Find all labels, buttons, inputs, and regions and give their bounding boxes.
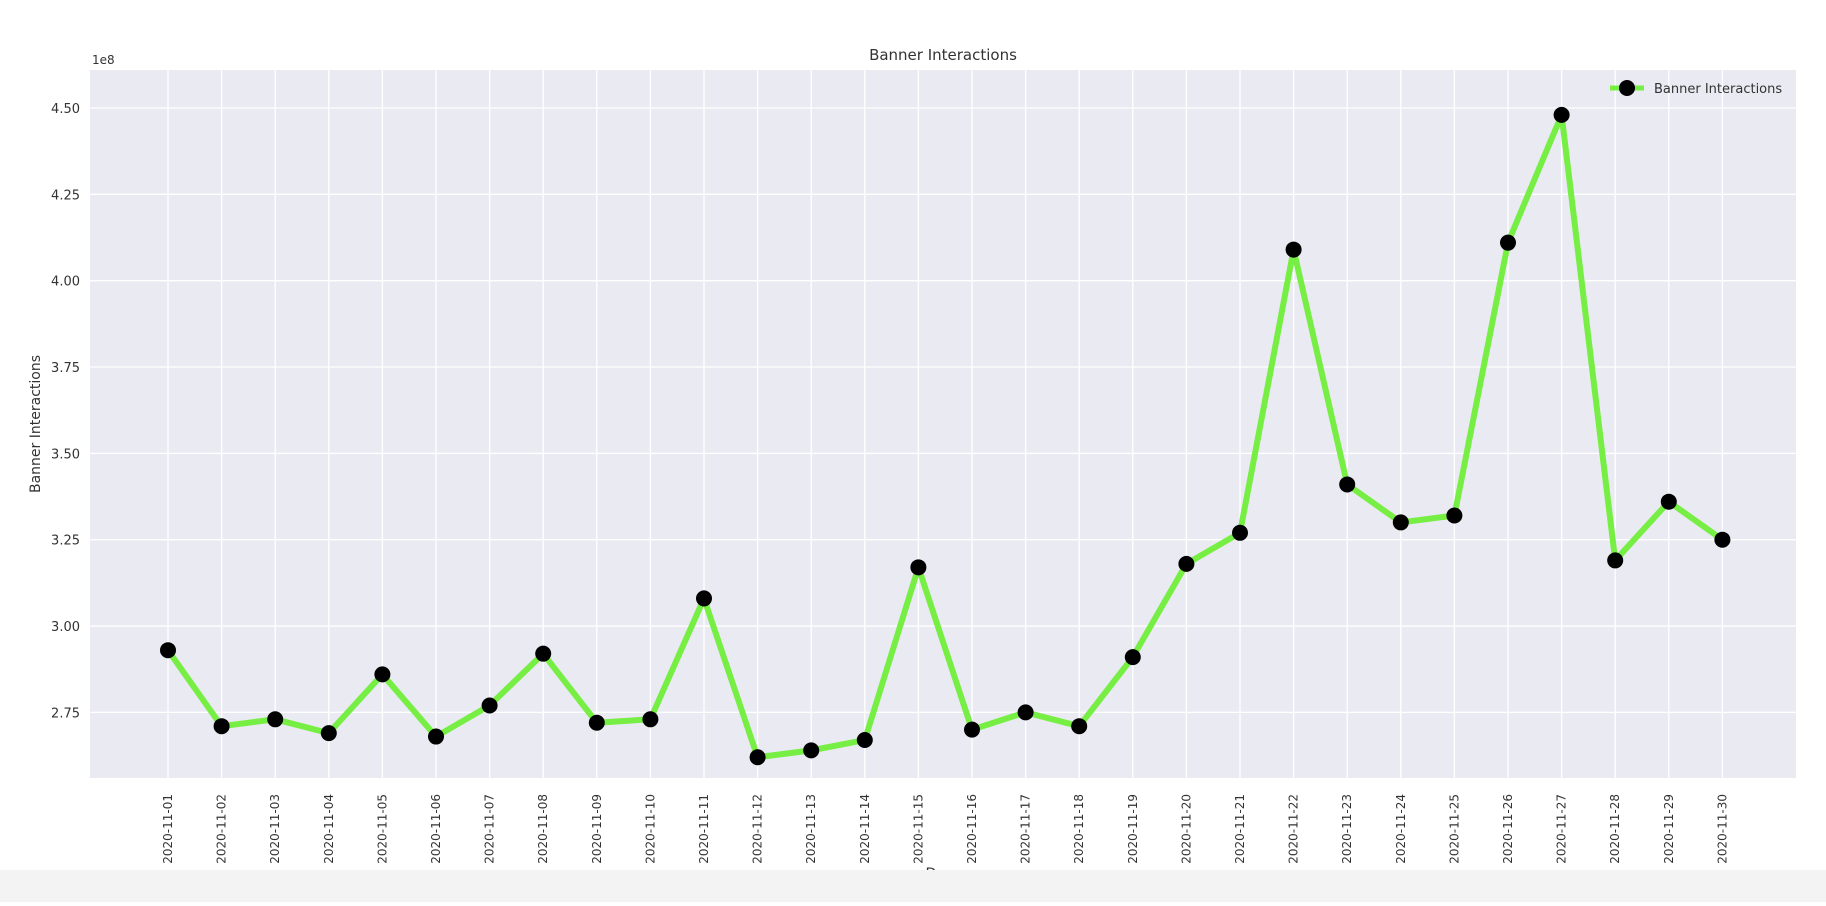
data-point [749, 749, 766, 766]
x-tick-label: 2020-11-09 [590, 794, 604, 864]
x-tick-label: 2020-11-25 [1447, 794, 1461, 864]
x-tick-label: 2020-11-28 [1608, 794, 1622, 864]
x-tick-labels: 2020-11-01 2020-11-02 2020-11-03 2020-11-04… [161, 794, 1729, 864]
x-tick-label: 2020-11-14 [858, 794, 872, 864]
legend-marker-swatch [1619, 80, 1635, 96]
data-point [320, 725, 337, 742]
y-tick-labels: 2.75 3.00 3.25 3.50 3.75 4.00 4.25 4.50 [51, 102, 80, 721]
x-tick-label: 2020-11-05 [375, 794, 389, 864]
data-point [1660, 493, 1677, 510]
legend-label: Banner Interactions [1654, 82, 1782, 97]
x-tick-label: 2020-11-19 [1126, 794, 1140, 864]
x-tick-label: 2020-11-17 [1019, 794, 1033, 864]
series-layer [160, 106, 1731, 766]
x-tick-label: 2020-11-21 [1233, 794, 1247, 864]
x-tick-label: 2020-11-08 [536, 794, 550, 864]
y-tick-label: 2.75 [51, 706, 80, 721]
x-tick-label: 2020-11-22 [1287, 794, 1301, 864]
data-point [1553, 106, 1570, 123]
x-tick-label: 2020-11-07 [483, 794, 497, 864]
x-tick-label: 2020-11-02 [215, 794, 229, 864]
x-tick-label: 2020-11-18 [1072, 794, 1086, 864]
y-tick-label: 3.25 [51, 534, 80, 549]
x-tick-label: 2020-11-20 [1179, 794, 1193, 864]
data-point [588, 714, 605, 731]
plot-area [90, 70, 1796, 778]
x-tick-label: 2020-11-11 [697, 794, 711, 864]
x-tick-label: 2020-11-30 [1715, 794, 1729, 864]
data-point [803, 742, 820, 759]
series-line [165, 111, 1725, 761]
x-tick-label: 2020-11-01 [161, 794, 175, 864]
chart-title: Banner Interactions [869, 46, 1017, 64]
data-point [1607, 552, 1624, 569]
data-point [696, 590, 712, 607]
data-point [1392, 514, 1409, 531]
x-tick-label: 2020-11-26 [1501, 794, 1515, 864]
data-point [1339, 476, 1356, 493]
data-point [1071, 718, 1088, 735]
x-tick-label: 2020-11-24 [1394, 794, 1408, 864]
y-tick-label: 3.00 [51, 620, 80, 635]
data-point [642, 711, 659, 728]
y-tick-label: 3.75 [51, 361, 80, 376]
x-tick-label: 2020-11-13 [804, 794, 818, 864]
data-point [1285, 241, 1302, 258]
data-point [1232, 524, 1248, 541]
data-point [1178, 555, 1195, 572]
data-point [856, 732, 873, 749]
data-point [1124, 649, 1141, 666]
y-tick-label: 4.00 [51, 275, 80, 290]
x-tick-label: 2020-11-16 [965, 794, 979, 864]
data-point [1500, 234, 1516, 251]
data-point [374, 666, 391, 683]
y-tick-label: 3.50 [51, 447, 80, 462]
bottom-strip [0, 870, 1826, 902]
x-tick-label: 2020-11-12 [751, 794, 765, 864]
data-point [535, 645, 552, 662]
y-axis-label: Banner Interactions [28, 355, 44, 493]
data-point [160, 642, 176, 659]
data-point [428, 728, 444, 745]
y-tick-label: 4.50 [51, 102, 80, 117]
data-point [481, 697, 498, 714]
data-point [213, 718, 230, 735]
x-tick-label: 2020-11-03 [268, 794, 282, 864]
x-tick-label: 2020-11-15 [911, 794, 925, 864]
data-point [1714, 531, 1731, 548]
data-point [964, 721, 980, 738]
y-offset-label: 1e8 [92, 53, 115, 67]
data-point [267, 711, 284, 728]
x-tick-label: 2020-11-29 [1662, 794, 1676, 864]
legend: Banner Interactions [1610, 80, 1782, 97]
data-point [1017, 704, 1034, 721]
x-tick-label: 2020-11-27 [1555, 794, 1569, 864]
y-tick-label: 4.25 [51, 188, 80, 203]
x-tick-label: 2020-11-06 [429, 794, 443, 864]
x-tick-label: 2020-11-04 [322, 794, 336, 864]
data-point [1446, 507, 1463, 524]
x-tick-label: 2020-11-23 [1340, 794, 1354, 864]
x-tick-label: 2020-11-10 [643, 794, 657, 864]
data-point [910, 559, 927, 576]
grid-lines [90, 70, 1796, 778]
